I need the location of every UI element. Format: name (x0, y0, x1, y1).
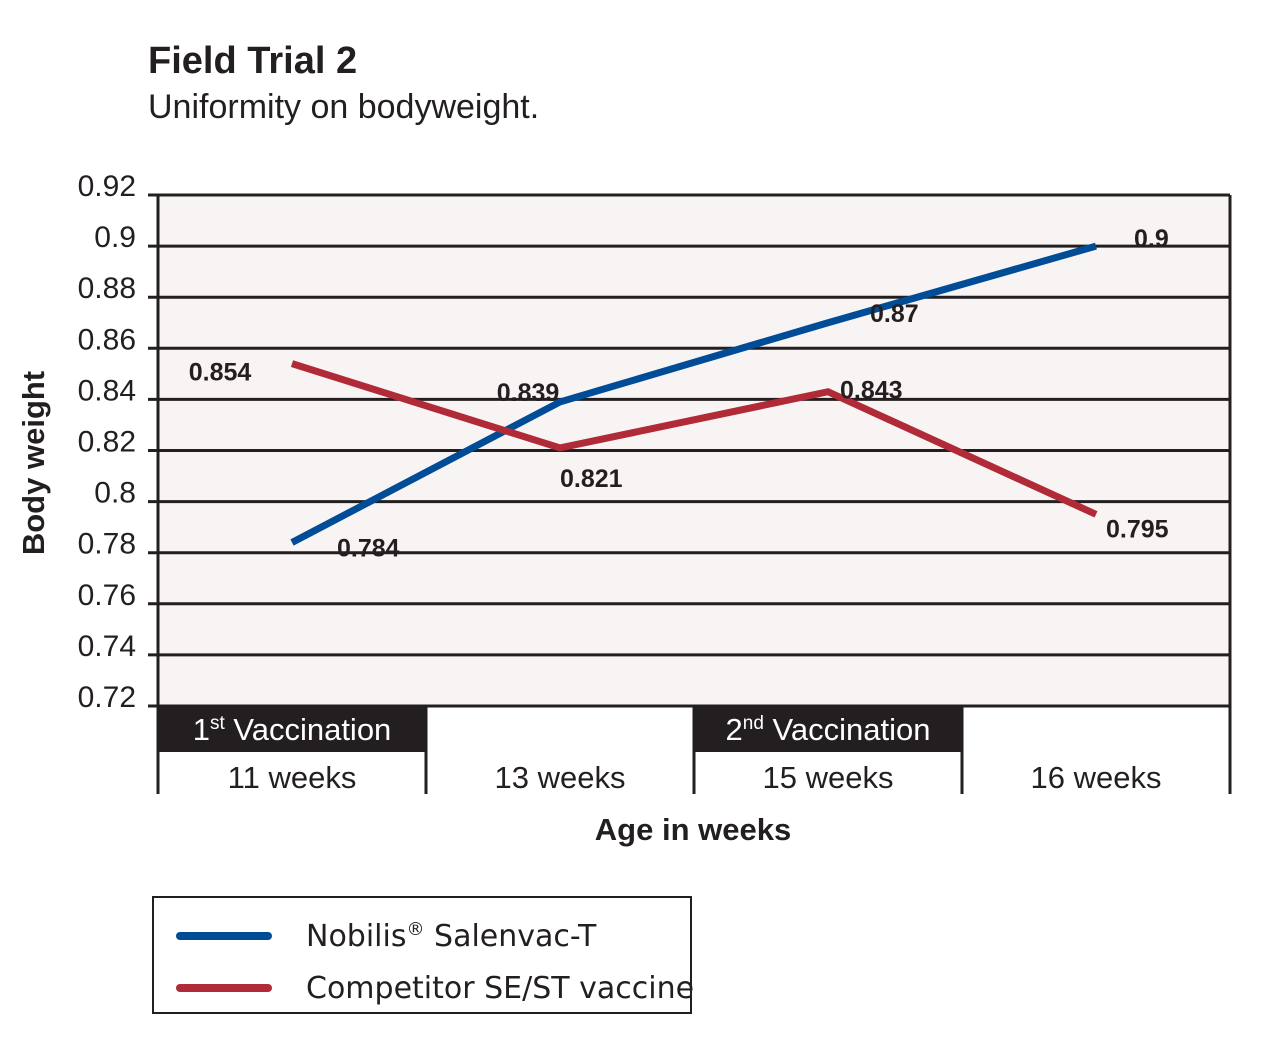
y-tick-label: 0.9 (94, 221, 136, 254)
legend-label-competitor: Competitor SE/ST vaccine (306, 970, 695, 1006)
y-tick-label: 0.8 (94, 477, 136, 510)
y-tick-label: 0.82 (78, 426, 136, 459)
legend-item-nobilis: Nobilis® Salenvac-T (154, 916, 690, 956)
series-line-nobilis (290, 242, 1097, 546)
vaccination-box (158, 706, 426, 752)
vaccination-label: 1st Vaccination (193, 712, 392, 747)
y-tick-label: 0.78 (78, 528, 136, 561)
chart-subtitle: Uniformity on bodyweight. (148, 88, 540, 126)
line-chart: 0.92 0.9 0.88 0.86 0.84 0.82 0.8 0.78 0.76 0.74 0.… (16, 170, 1232, 847)
series-line-competitor (290, 360, 1098, 518)
chart-title: Field Trial 2 (148, 40, 358, 82)
x-tick-label: 11 weeks (228, 760, 357, 795)
x-tick-label: 15 weeks (763, 760, 894, 795)
legend-label-nobilis: Nobilis® Salenvac-T (306, 918, 597, 954)
y-axis-title: Body weight (16, 371, 51, 555)
data-label: 0.821 (560, 465, 623, 493)
y-tick-label: 0.92 (78, 170, 136, 203)
y-tick-label: 0.76 (78, 579, 136, 612)
x-tick-label: 16 weeks (1031, 760, 1162, 795)
vaccination-label: 2nd Vaccination (726, 712, 931, 747)
y-tick-label: 0.74 (78, 630, 136, 663)
data-label: 0.843 (840, 377, 903, 405)
legend-item-competitor: Competitor SE/ST vaccine (154, 968, 694, 1008)
data-label: 0.784 (337, 534, 400, 562)
y-tick-label: 0.72 (78, 681, 136, 714)
x-axis-title: Age in weeks (595, 812, 791, 847)
data-label: 0.9 (1134, 225, 1169, 253)
legend-swatch-competitor (176, 984, 272, 992)
data-label: 0.854 (189, 359, 252, 387)
legend: Nobilis® Salenvac-T Competitor SE/ST vac… (152, 896, 694, 1014)
data-label: 0.87 (870, 300, 919, 328)
vaccination-box (694, 706, 962, 752)
y-tick-label: 0.88 (78, 272, 136, 305)
x-tick-label: 13 weeks (495, 760, 626, 795)
data-label: 0.839 (497, 379, 560, 407)
y-tick-label: 0.84 (78, 374, 136, 407)
y-tick-label: 0.86 (78, 323, 136, 356)
legend-swatch-nobilis (176, 932, 272, 940)
data-label: 0.795 (1106, 515, 1169, 543)
